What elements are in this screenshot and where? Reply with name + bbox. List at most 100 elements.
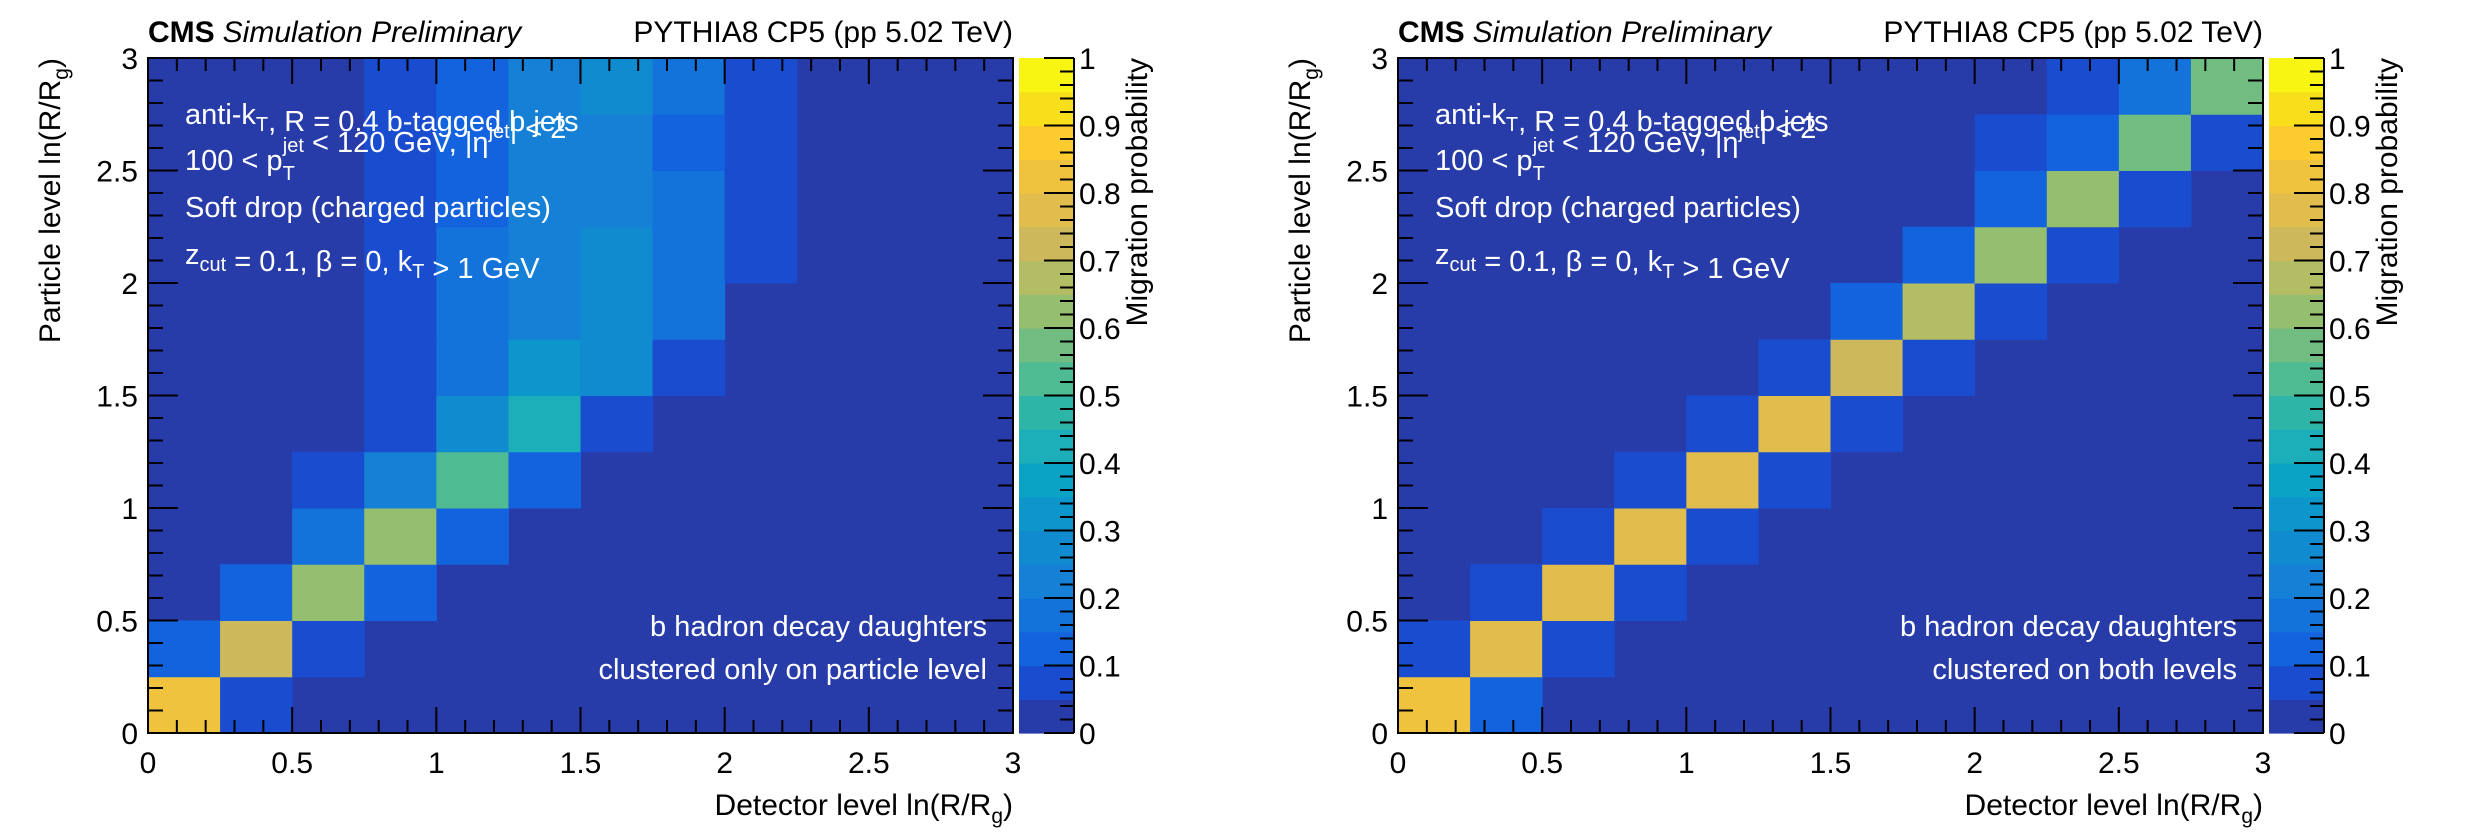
heatmap-cell bbox=[436, 58, 509, 115]
heatmap-cell bbox=[652, 226, 726, 284]
colorbar-tick-label: 0.1 bbox=[1079, 651, 1121, 684]
colorbar-segment bbox=[1019, 328, 1074, 363]
annotation-text: , R = 0.4 b-tagged b jets bbox=[268, 106, 578, 138]
heatmap-cell bbox=[1614, 451, 1687, 509]
colorbar-segment bbox=[2269, 631, 2324, 667]
heatmap-cell bbox=[364, 170, 437, 228]
y-tick-label: 2 bbox=[121, 268, 138, 301]
colorbar-segment bbox=[2269, 226, 2324, 262]
heatmap-cell bbox=[1830, 395, 1904, 453]
annotation-line: zcut = 0.1, β = 0, kT > 1 GeV bbox=[1435, 239, 1790, 285]
x-tick-label: 2 bbox=[716, 747, 733, 780]
heatmap-cell bbox=[580, 170, 654, 228]
heatmap-cell bbox=[724, 114, 798, 171]
x-axis-title-tail: ) bbox=[2253, 789, 2263, 822]
colorbar-tick-label: 1 bbox=[1079, 43, 1096, 76]
simulation-preliminary-label: Simulation Preliminary bbox=[1473, 16, 1773, 49]
y-tick-label: 0.5 bbox=[1346, 606, 1388, 639]
colorbar-segment bbox=[1019, 564, 1074, 599]
colorbar-segment bbox=[2269, 361, 2324, 397]
heatmap-cell bbox=[724, 58, 798, 115]
colorbar-segment bbox=[1019, 294, 1074, 329]
colorbar-tick-label: 0.8 bbox=[1079, 178, 1121, 211]
x-axis-title-main: Detector level ln(R/R bbox=[715, 789, 992, 822]
y-axis-title-tail: ) bbox=[34, 58, 67, 68]
heatmap-cell bbox=[1470, 564, 1543, 621]
colorbar-tick-label: 0.2 bbox=[1079, 583, 1121, 616]
x-tick-label: 1 bbox=[428, 747, 445, 780]
colorbar-segment bbox=[1019, 260, 1074, 295]
heatmap-cell bbox=[580, 395, 654, 453]
x-axis-title-tail: ) bbox=[1003, 789, 1013, 822]
colorbar-segment bbox=[2269, 665, 2324, 700]
colorbar-tick-label: 0.8 bbox=[2329, 178, 2371, 211]
heatmap-cell bbox=[1830, 283, 1904, 340]
cms-label: CMS bbox=[148, 16, 215, 49]
annotation-text: > 1 GeV bbox=[1674, 253, 1790, 285]
colorbar-segment bbox=[1019, 463, 1074, 498]
x-axis-title-sub: g bbox=[2241, 805, 2253, 828]
heatmap-cell bbox=[1974, 114, 2048, 171]
heatmap-cell bbox=[652, 283, 726, 340]
heatmap-cell bbox=[508, 283, 581, 340]
colorbar-segment bbox=[2269, 429, 2324, 464]
heatmap-panel-right: 0 0.5 1 1.5 2 2.5 3 0 0.5 1 1.5 2 2.5 3 Detector level… bbox=[1284, 16, 2404, 828]
heatmap-cell bbox=[508, 226, 581, 284]
y-tick-label: 1.5 bbox=[96, 381, 138, 414]
header-right: PYTHIA8 CP5 (pp 5.02 TeV) bbox=[1883, 16, 2263, 49]
colorbar-segment bbox=[2269, 125, 2324, 160]
colorbar-tick-label: 0.7 bbox=[1079, 246, 1121, 279]
y-axis-title-main: Particle level ln(R/R bbox=[34, 80, 67, 343]
heatmap-cell bbox=[508, 58, 581, 115]
annotation-text: < 120 GeV, |η bbox=[1554, 127, 1739, 159]
x-tick-label: 0.5 bbox=[271, 747, 313, 780]
y-tick-label: 2 bbox=[1371, 268, 1388, 301]
heatmap-cell bbox=[1758, 451, 1831, 509]
annotation-text: 100 < p bbox=[185, 145, 283, 177]
annotation-superscript: jet bbox=[1738, 121, 1761, 143]
colorbar-tick-label: 0 bbox=[2329, 718, 2346, 751]
heatmap-cell bbox=[508, 170, 581, 228]
x-tick-label: 0 bbox=[140, 747, 157, 780]
heatmap-cell bbox=[652, 170, 726, 228]
colorbar-segment bbox=[1019, 598, 1074, 633]
y-axis-title: Particle level ln(R/Rg) bbox=[34, 58, 73, 343]
annotation-line: Soft drop (charged particles) bbox=[1435, 192, 1801, 224]
annotation-subscript: T bbox=[1533, 163, 1545, 185]
heatmap-cell bbox=[436, 226, 509, 284]
heatmap-cell bbox=[1614, 564, 1687, 621]
x-tick-label: 3 bbox=[1005, 747, 1022, 780]
heatmap-cell bbox=[2046, 114, 2120, 171]
y-tick-label: 0 bbox=[1371, 718, 1388, 751]
heatmap-cell bbox=[724, 170, 798, 228]
heatmap-cell bbox=[508, 114, 581, 171]
colorbar-tick-label: 0.3 bbox=[2329, 516, 2371, 549]
annotation-text: z bbox=[1435, 239, 1450, 271]
colorbar-segment bbox=[2269, 58, 2324, 93]
colorbar-tick-label: 0 bbox=[1079, 718, 1096, 751]
heatmap-cell bbox=[436, 508, 509, 565]
colorbar-tick-label: 0.5 bbox=[1079, 381, 1121, 414]
y-axis-title-sub: g bbox=[50, 68, 73, 80]
heatmap-cell bbox=[2118, 58, 2192, 115]
annotation-superscript: jet bbox=[282, 135, 305, 157]
annotation-text: < 120 GeV, |η bbox=[304, 127, 489, 159]
heatmap-cell bbox=[148, 620, 221, 678]
y-axis-title-sub: g bbox=[1300, 68, 1323, 80]
heatmap-cell bbox=[2046, 170, 2120, 228]
colorbar-segment bbox=[2269, 294, 2324, 329]
x-tick-label: 3 bbox=[2255, 747, 2272, 780]
colorbar-segment bbox=[2269, 159, 2324, 194]
heatmap-cell bbox=[1758, 339, 1831, 396]
colorbar-tick-label: 0.3 bbox=[1079, 516, 1121, 549]
x-tick-label: 1.5 bbox=[560, 747, 602, 780]
header-left: CMS Simulation Preliminary bbox=[1398, 16, 1773, 49]
annotation-subscript: T bbox=[283, 163, 295, 185]
x-tick-label: 0.5 bbox=[1521, 747, 1563, 780]
heatmap-cell bbox=[1542, 620, 1615, 678]
colorbar-tick-label: 0.4 bbox=[2329, 448, 2371, 481]
annotation-line: anti-kT, R = 0.4 b-tagged b jets bbox=[1435, 99, 1828, 138]
annotation-text: anti-k bbox=[185, 99, 256, 131]
heatmap-cell bbox=[2118, 170, 2192, 228]
heatmap-cell bbox=[1902, 226, 1976, 284]
